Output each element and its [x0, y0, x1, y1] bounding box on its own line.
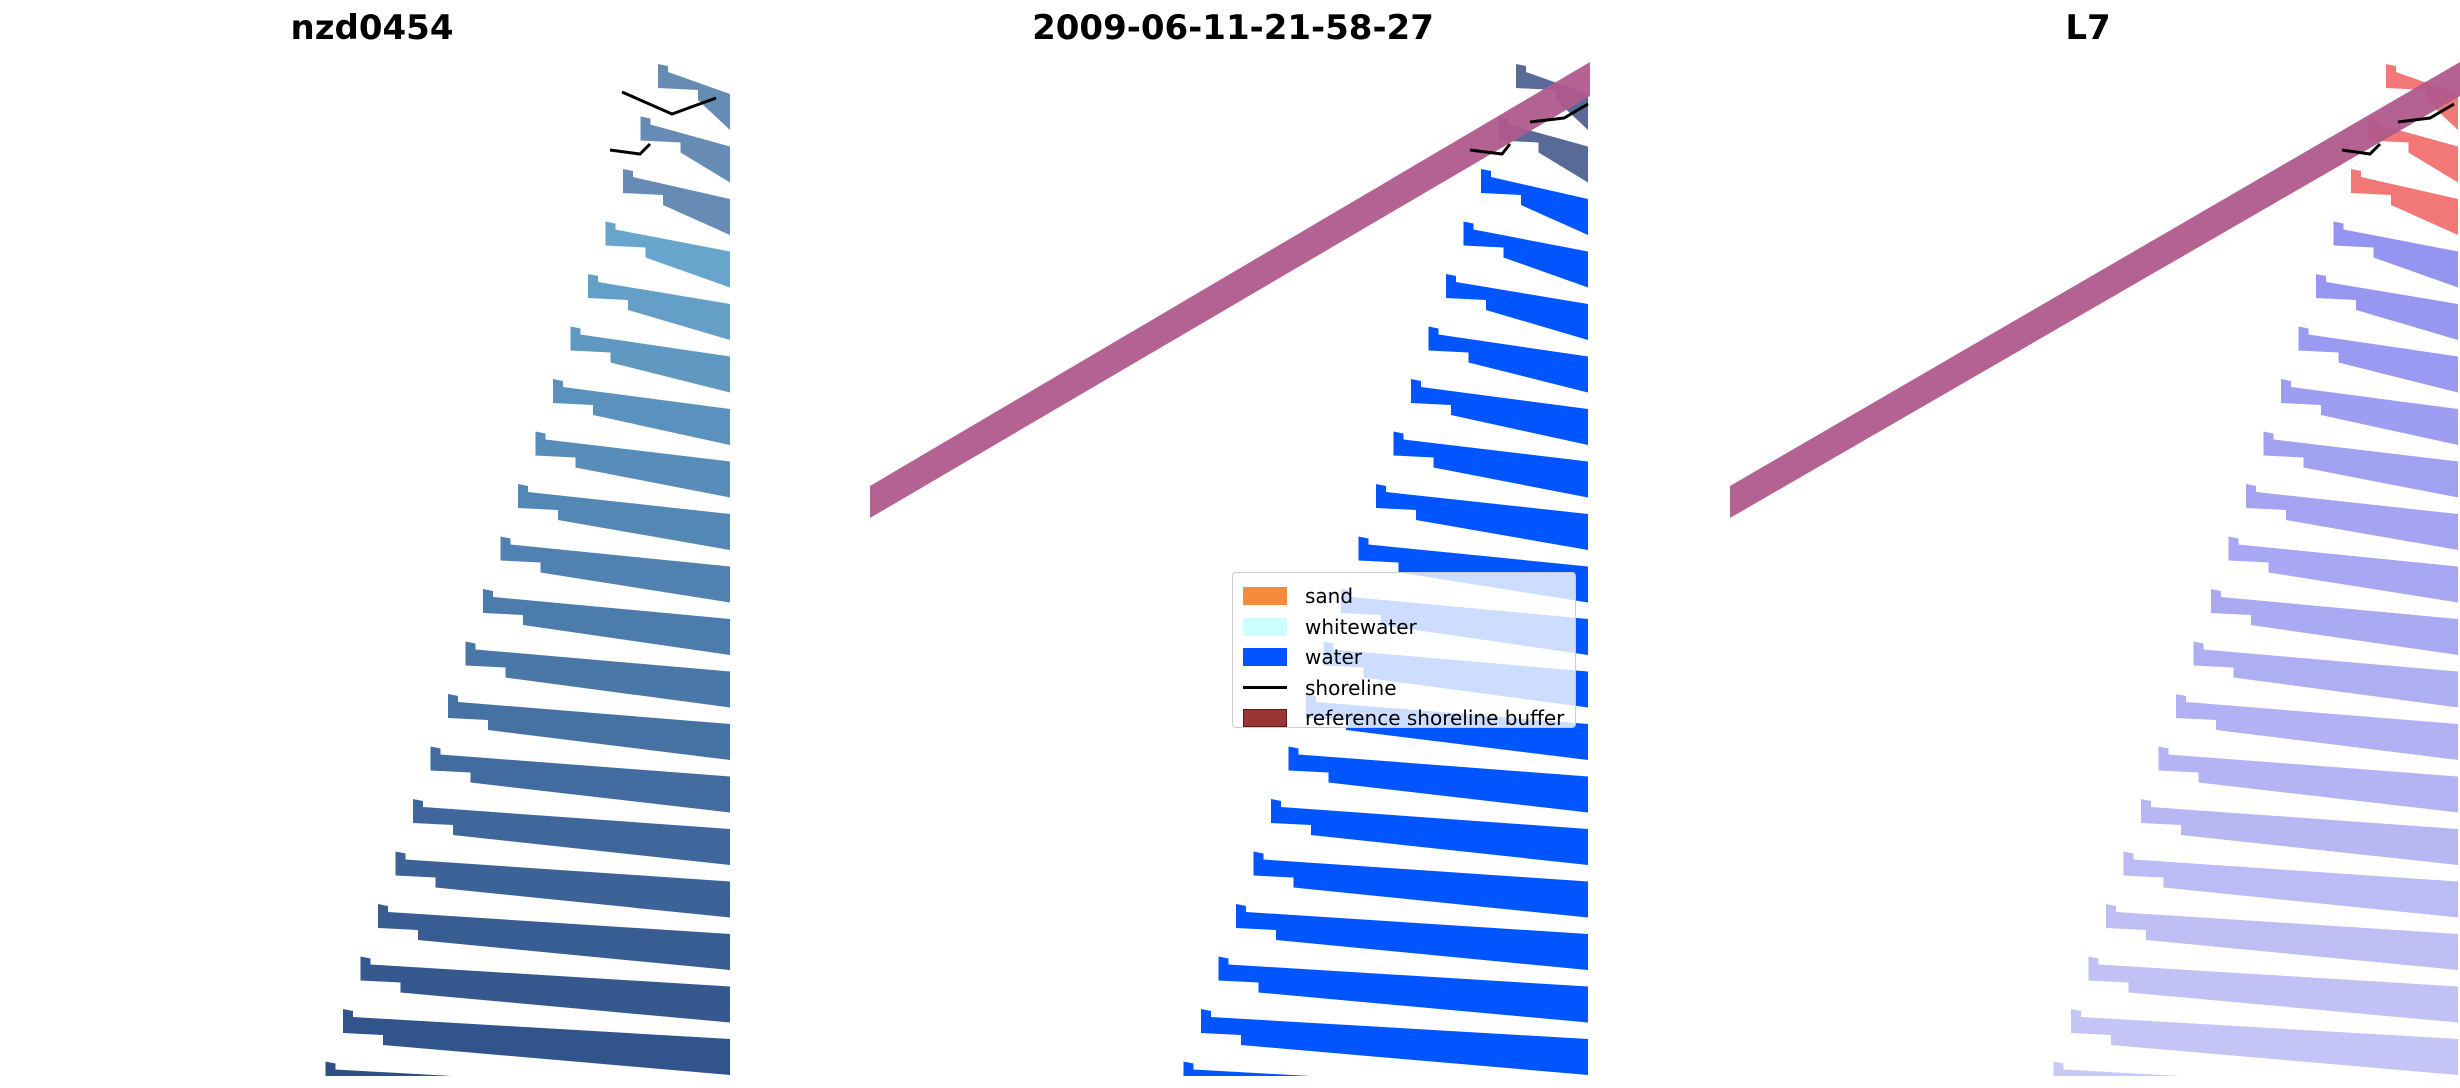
index-strip — [2123, 851, 2458, 918]
index-strip — [2106, 904, 2458, 970]
water-class-strip — [1481, 169, 1588, 235]
image-strip — [465, 641, 730, 708]
shoreline-line — [1529, 102, 1589, 124]
panel-title-classified: 2009-06-11-21-58-27 — [1032, 8, 1434, 48]
index-strip — [2158, 746, 2458, 813]
index-strip — [2351, 169, 2458, 235]
image-strip — [553, 379, 730, 445]
image-strip — [623, 169, 730, 235]
water-class-strip — [1201, 1009, 1588, 1075]
image-strip — [483, 589, 730, 655]
panel-title-index: L7 — [2065, 8, 2111, 48]
image-strip — [395, 851, 730, 918]
index-strip — [2333, 221, 2458, 288]
legend-label-whitewater: whitewater — [1305, 614, 1417, 639]
image-strip — [570, 326, 730, 393]
image-strip — [413, 799, 730, 865]
legend: sand whitewater water shoreline referenc… — [1232, 572, 1576, 730]
water-class-strip — [1446, 274, 1588, 340]
image-strip — [360, 956, 730, 1023]
legend-label-reference-buffer: reference shoreline buffer — [1305, 706, 1565, 731]
index-strip — [2193, 641, 2458, 708]
legend-swatch-whitewater — [1243, 617, 1287, 636]
index-strip — [2053, 1061, 2181, 1076]
index-strip — [2211, 589, 2458, 655]
reference-shoreline-buffer — [870, 62, 1590, 518]
legend-swatch-reference-buffer — [1243, 709, 1287, 728]
image-strip — [518, 484, 730, 550]
panel-title-rgb: nzd0454 — [290, 8, 454, 48]
image-strip — [500, 536, 730, 603]
legend-swatch-water — [1243, 648, 1287, 667]
water-class-strip — [1218, 956, 1588, 1023]
water-index-image — [1730, 62, 2460, 1076]
legend-label-shoreline: shoreline — [1305, 675, 1397, 700]
satellite-rgb-image — [325, 64, 730, 1076]
index-strip — [2176, 694, 2458, 760]
image-strip — [658, 64, 730, 130]
water-class-strip — [1183, 1061, 1311, 1076]
shoreline-line — [2341, 142, 2382, 156]
legend-item-water: water — [1243, 642, 1565, 673]
image-strip — [325, 1061, 453, 1076]
water-class-strip — [1411, 379, 1588, 445]
reference-shoreline-buffer — [1730, 62, 2460, 518]
legend-item-shoreline: shoreline — [1243, 673, 1565, 704]
water-class-strip — [1253, 851, 1588, 918]
water-class-strip — [1376, 484, 1588, 550]
legend-item-sand: sand — [1243, 581, 1565, 612]
index-strip — [2281, 379, 2458, 445]
image-strip — [343, 1009, 730, 1075]
image-strip — [588, 274, 730, 340]
water-class-strip — [1271, 799, 1588, 865]
legend-item-whitewater: whitewater — [1243, 612, 1565, 643]
water-class-strip — [1236, 904, 1588, 970]
shoreline-line — [609, 142, 652, 156]
legend-item-reference-buffer: reference shoreline buffer — [1243, 703, 1565, 734]
index-strip — [2071, 1009, 2458, 1075]
index-strip — [2386, 64, 2458, 130]
index-strip — [2088, 956, 2458, 1023]
index-strip — [2141, 799, 2458, 865]
water-class-strip — [1516, 64, 1588, 130]
index-strip — [2263, 431, 2458, 498]
shoreline-line — [1469, 143, 1512, 156]
legend-label-water: water — [1305, 645, 1362, 670]
classified-image — [870, 62, 1590, 1076]
water-class-strip — [1428, 326, 1588, 393]
image-strip — [605, 221, 730, 288]
index-strip — [2228, 536, 2458, 603]
water-class-strip — [1393, 431, 1588, 498]
index-strip — [2298, 326, 2458, 393]
legend-label-sand: sand — [1305, 584, 1354, 609]
shoreline-line — [2397, 102, 2455, 124]
legend-line-shoreline — [1243, 686, 1287, 690]
index-strip — [2316, 274, 2458, 340]
image-strip — [535, 431, 730, 498]
water-class-strip — [1288, 746, 1588, 813]
image-strip — [640, 116, 730, 183]
water-class-strip — [1463, 221, 1588, 288]
image-strip — [448, 694, 730, 760]
image-strip — [378, 904, 730, 970]
index-strip — [2246, 484, 2458, 550]
image-strip — [430, 746, 730, 813]
shoreline-line — [621, 90, 717, 116]
legend-swatch-sand — [1243, 587, 1287, 606]
